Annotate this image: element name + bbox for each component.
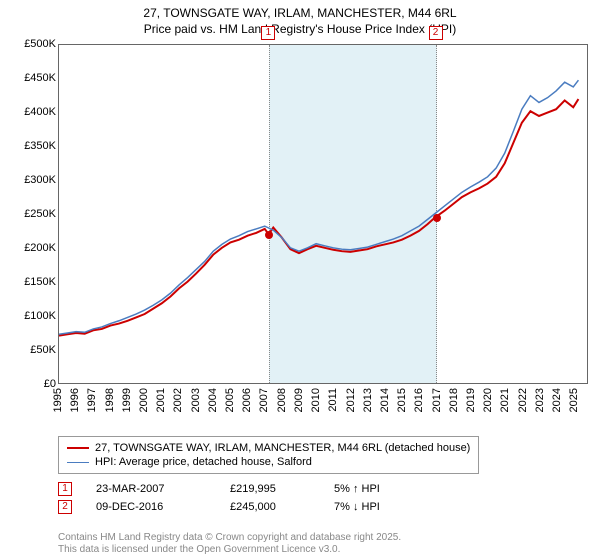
- y-axis-tick-label: £450K: [12, 72, 56, 84]
- sale-index-badge: 2: [429, 26, 443, 40]
- y-axis-tick-label: £100K: [12, 310, 56, 322]
- x-axis-tick-label: 2024: [551, 388, 563, 412]
- sale-hpi-delta: 5% ↑ HPI: [334, 483, 424, 495]
- y-axis-tick-label: £400K: [12, 106, 56, 118]
- legend-label: 27, TOWNSGATE WAY, IRLAM, MANCHESTER, M4…: [95, 442, 470, 454]
- x-axis-tick-label: 2005: [224, 388, 236, 412]
- sale-marker: [265, 231, 273, 239]
- line-layer: [59, 45, 587, 383]
- y-axis-tick-label: £50K: [12, 344, 56, 356]
- x-axis-tick-label: 1995: [52, 388, 64, 412]
- legend-label: HPI: Average price, detached house, Salf…: [95, 456, 312, 468]
- x-axis-tick-label: 2006: [241, 388, 253, 412]
- sale-price: £245,000: [230, 501, 310, 513]
- x-axis-tick-label: 2019: [465, 388, 477, 412]
- attribution-line1: Contains HM Land Registry data © Crown c…: [58, 532, 401, 544]
- y-axis-tick-label: £500K: [12, 38, 56, 50]
- series-hpi: [59, 80, 578, 334]
- legend-item: HPI: Average price, detached house, Salf…: [67, 455, 470, 469]
- title-subtitle: Price paid vs. HM Land Registry's House …: [0, 22, 600, 38]
- x-axis-tick-label: 2000: [138, 388, 150, 412]
- y-axis-tick-label: £150K: [12, 276, 56, 288]
- legend-swatch: [67, 462, 89, 463]
- x-axis-tick-label: 2018: [448, 388, 460, 412]
- sale-hpi-delta: 7% ↓ HPI: [334, 501, 424, 513]
- x-axis-tick-label: 2015: [396, 388, 408, 412]
- x-axis-tick-label: 2001: [155, 388, 167, 412]
- sale-index: 1: [58, 482, 72, 496]
- sale-row: 1 23-MAR-2007 £219,995 5% ↑ HPI: [58, 480, 424, 498]
- sale-date: 23-MAR-2007: [96, 483, 206, 495]
- x-axis-tick-label: 2017: [431, 388, 443, 412]
- sale-index-badge: 1: [261, 26, 275, 40]
- x-axis-tick-label: 1996: [69, 388, 81, 412]
- attribution-line2: This data is licensed under the Open Gov…: [58, 544, 401, 556]
- x-axis-tick-label: 2013: [362, 388, 374, 412]
- x-axis-tick-label: 2021: [499, 388, 511, 412]
- y-axis-tick-label: £0: [12, 378, 56, 390]
- y-axis-tick-label: £350K: [12, 140, 56, 152]
- x-axis-tick-label: 2012: [345, 388, 357, 412]
- y-axis-tick-label: £200K: [12, 242, 56, 254]
- x-axis-tick-label: 2002: [172, 388, 184, 412]
- y-axis-tick-label: £250K: [12, 208, 56, 220]
- x-axis-tick-label: 2004: [207, 388, 219, 412]
- x-axis-tick-label: 2003: [190, 388, 202, 412]
- x-axis-tick-label: 1999: [121, 388, 133, 412]
- x-axis-tick-label: 2011: [327, 388, 339, 412]
- x-axis-tick-label: 2014: [379, 388, 391, 412]
- sale-index: 2: [58, 500, 72, 514]
- legend-item: 27, TOWNSGATE WAY, IRLAM, MANCHESTER, M4…: [67, 441, 470, 455]
- y-axis-tick-label: £300K: [12, 174, 56, 186]
- x-axis-tick-label: 2023: [534, 388, 546, 412]
- attribution: Contains HM Land Registry data © Crown c…: [58, 532, 401, 556]
- x-axis-tick-label: 1998: [104, 388, 116, 412]
- plot-area: [58, 44, 588, 384]
- sale-row: 2 09-DEC-2016 £245,000 7% ↓ HPI: [58, 498, 424, 516]
- chart-container: £0 £50K £100K £150K £200K £250K £300K £350K £400…: [10, 44, 590, 424]
- legend: 27, TOWNSGATE WAY, IRLAM, MANCHESTER, M4…: [58, 436, 479, 474]
- x-axis-tick-label: 2025: [568, 388, 580, 412]
- title-address: 27, TOWNSGATE WAY, IRLAM, MANCHESTER, M4…: [0, 6, 600, 22]
- legend-swatch: [67, 447, 89, 449]
- chart-title: 27, TOWNSGATE WAY, IRLAM, MANCHESTER, M4…: [0, 0, 600, 37]
- x-axis-tick-label: 2008: [276, 388, 288, 412]
- sale-marker: [433, 214, 441, 222]
- x-axis-tick-label: 2010: [310, 388, 322, 412]
- x-axis-tick-label: 2009: [293, 388, 305, 412]
- series-price_paid: [59, 99, 578, 336]
- sale-price: £219,995: [230, 483, 310, 495]
- x-axis-tick-label: 2016: [413, 388, 425, 412]
- x-axis-tick-label: 2020: [482, 388, 494, 412]
- x-axis-tick-label: 2007: [258, 388, 270, 412]
- x-axis-tick-label: 2022: [517, 388, 529, 412]
- sales-table: 1 23-MAR-2007 £219,995 5% ↑ HPI 2 09-DEC-2016…: [58, 480, 424, 516]
- sale-date: 09-DEC-2016: [96, 501, 206, 513]
- x-axis-tick-label: 1997: [86, 388, 98, 412]
